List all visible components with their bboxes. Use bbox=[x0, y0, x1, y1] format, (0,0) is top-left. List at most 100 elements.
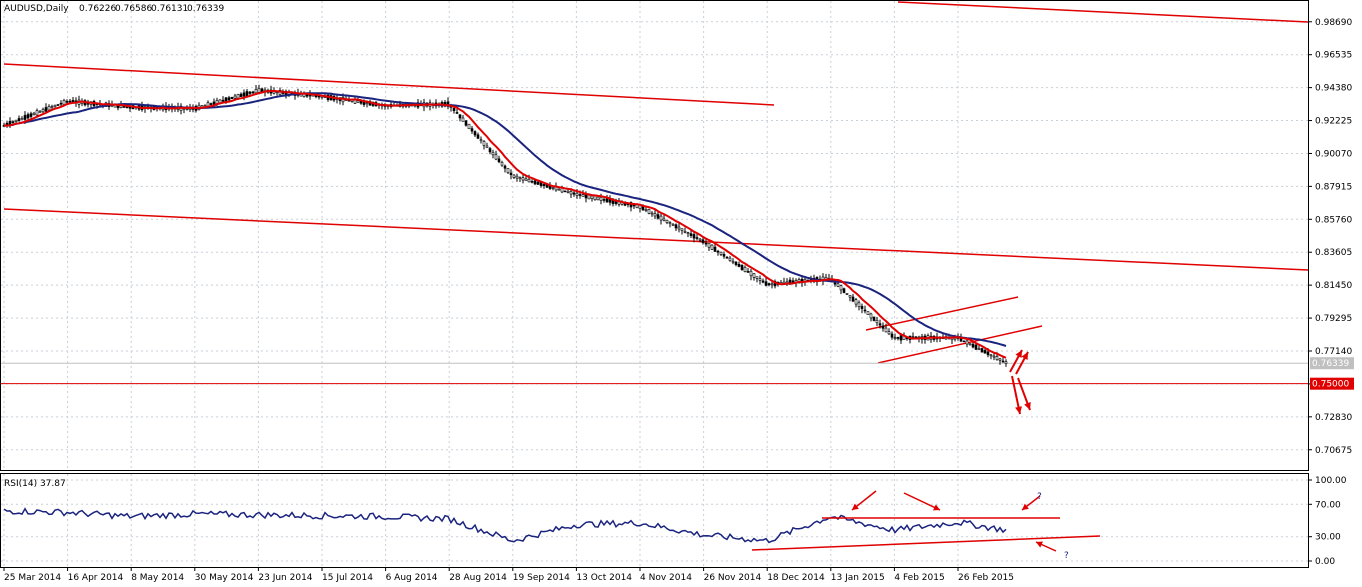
candle-body bbox=[11, 121, 15, 123]
candle-body bbox=[845, 293, 849, 295]
candle-body bbox=[50, 106, 54, 108]
candle-body bbox=[569, 191, 573, 195]
candle-body bbox=[761, 280, 765, 283]
arrow-up-2-head bbox=[1021, 352, 1028, 360]
candle-body bbox=[860, 306, 864, 309]
candle-body bbox=[869, 313, 873, 319]
candle-body bbox=[44, 107, 48, 112]
date-tick-label: 26 Feb 2015 bbox=[958, 573, 1014, 583]
candle-body bbox=[962, 340, 966, 343]
candle-body bbox=[581, 194, 585, 197]
rsi-arrow-1-head bbox=[852, 503, 859, 510]
candle-body bbox=[248, 91, 252, 94]
price-tick-label: 0.79295 bbox=[1315, 314, 1352, 324]
trendline-upper bbox=[3, 63, 775, 106]
candle-body bbox=[740, 264, 744, 270]
candle-body bbox=[668, 222, 672, 224]
arrow-up-1-head bbox=[1015, 350, 1022, 358]
candle-body bbox=[314, 95, 318, 98]
candle-body bbox=[686, 232, 690, 234]
candle-body bbox=[227, 97, 231, 101]
chart-header-close: 0.76339 bbox=[187, 4, 224, 14]
candle-body bbox=[671, 224, 675, 226]
candle-body bbox=[689, 233, 693, 236]
level-price-tag bbox=[1310, 377, 1354, 390]
candle-body bbox=[998, 358, 1002, 361]
candle-body bbox=[20, 118, 24, 120]
candle-body bbox=[836, 283, 840, 287]
date-tick-label: 13 Jan 2015 bbox=[831, 573, 885, 583]
candle-body bbox=[479, 139, 483, 142]
date-tick-label: 4 Feb 2015 bbox=[894, 573, 944, 583]
candle-body bbox=[680, 228, 684, 231]
candle-body bbox=[1004, 361, 1008, 364]
candle-body bbox=[563, 190, 567, 193]
candle-body bbox=[482, 141, 486, 146]
candle-body bbox=[536, 181, 540, 185]
candle-body bbox=[965, 340, 969, 345]
candle-body bbox=[452, 108, 456, 112]
candle-body bbox=[758, 278, 762, 281]
moving-averages bbox=[3, 89, 1007, 359]
candle-body bbox=[521, 177, 525, 181]
candle-body bbox=[731, 260, 735, 263]
candle-body bbox=[530, 181, 534, 183]
candle-body bbox=[230, 96, 234, 100]
candle-body bbox=[866, 311, 870, 316]
date-tick-label: 4 Nov 2014 bbox=[640, 573, 692, 583]
candle-body bbox=[716, 250, 720, 253]
candle-body bbox=[575, 192, 579, 196]
candle-body bbox=[683, 231, 687, 233]
candle-body bbox=[899, 335, 903, 341]
candle-body bbox=[35, 110, 39, 116]
candle-body bbox=[764, 281, 768, 286]
candle-body bbox=[719, 251, 723, 255]
candle-body bbox=[47, 106, 51, 111]
candle-body bbox=[122, 106, 126, 108]
candle-body bbox=[38, 111, 42, 113]
candle-body bbox=[647, 209, 651, 214]
candle-body bbox=[356, 100, 360, 103]
candle-body bbox=[245, 91, 249, 97]
candle-body bbox=[710, 244, 714, 250]
candle-body bbox=[461, 117, 465, 122]
candle-body bbox=[896, 336, 900, 339]
candle-body bbox=[485, 145, 489, 148]
date-tick-label: 16 Apr 2014 bbox=[68, 573, 124, 583]
candle-body bbox=[1001, 360, 1005, 363]
main-grid bbox=[1, 1, 1308, 470]
date-tick-label: 26 Nov 2014 bbox=[704, 573, 762, 583]
candle-body bbox=[512, 174, 516, 178]
candle-body bbox=[527, 178, 531, 183]
candle-body bbox=[539, 182, 543, 186]
price-tick-label: 0.98690 bbox=[1315, 18, 1352, 28]
candle-body bbox=[257, 88, 261, 93]
date-tick-label: 6 Aug 2014 bbox=[386, 573, 438, 583]
channel-upper bbox=[865, 296, 1019, 331]
rsi-tick-label: 70.00 bbox=[1315, 500, 1341, 510]
rsi-arrow-4-head bbox=[1036, 541, 1043, 548]
date-axis: 25 Mar 2014 16 Apr 2014 8 May 2014 30 May 2… bbox=[3, 567, 1014, 583]
candle-body bbox=[590, 195, 594, 199]
candle-body bbox=[674, 224, 678, 229]
candle-body bbox=[251, 91, 255, 94]
candle-body bbox=[572, 192, 576, 195]
candle-body bbox=[893, 337, 897, 339]
candle-body bbox=[659, 215, 663, 221]
candle-body bbox=[500, 162, 504, 166]
candle-body bbox=[725, 256, 729, 259]
candle-body bbox=[653, 213, 657, 217]
arrow-down-2-head bbox=[1024, 402, 1031, 410]
candle-body bbox=[980, 348, 984, 353]
candle-body bbox=[56, 104, 60, 106]
candle-body bbox=[701, 239, 705, 244]
candle-body bbox=[707, 242, 711, 248]
candle-body bbox=[881, 325, 885, 329]
current-price-tag bbox=[1310, 357, 1354, 370]
candle-body bbox=[737, 264, 741, 267]
date-tick-label: 19 Sep 2014 bbox=[513, 573, 570, 583]
candle-body bbox=[872, 316, 876, 321]
candle-body bbox=[986, 351, 990, 356]
candle-body bbox=[578, 194, 582, 196]
